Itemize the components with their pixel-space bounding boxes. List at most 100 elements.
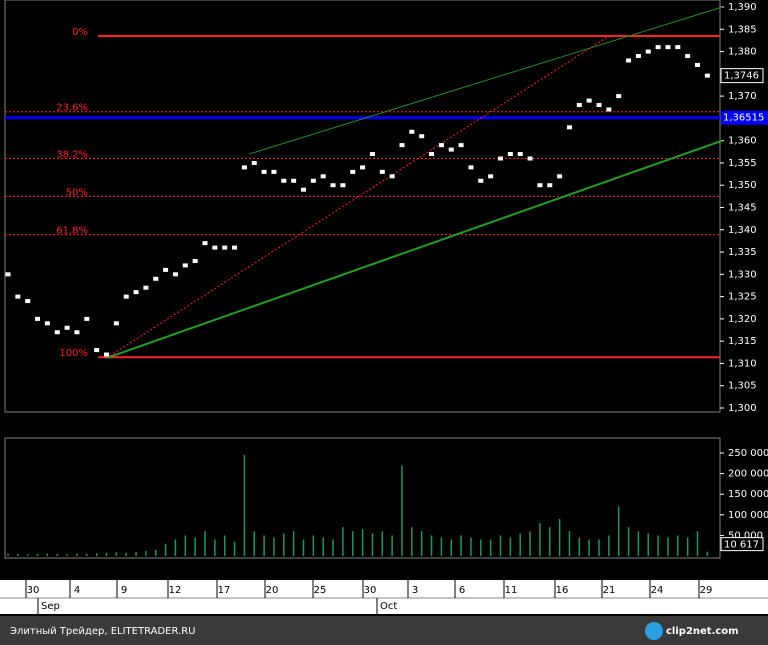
candle <box>419 134 425 139</box>
date-axis <box>0 580 768 614</box>
candle <box>271 169 277 174</box>
candle <box>350 169 356 174</box>
candle <box>369 152 375 157</box>
fib-label: 61.8% <box>56 226 88 237</box>
candle <box>488 174 494 179</box>
candle <box>547 183 553 188</box>
y-tick-label: 1,350 <box>728 180 757 191</box>
candle <box>596 103 602 108</box>
y-tick-label: 50 000 <box>728 530 763 541</box>
candle <box>507 152 513 157</box>
logo-text: clip2net.com <box>666 626 739 637</box>
candle <box>104 352 109 357</box>
candle <box>310 178 316 183</box>
y-tick-label: 1,380 <box>728 47 757 58</box>
y-tick-label: 1,385 <box>728 24 757 35</box>
candle <box>468 165 474 170</box>
candle <box>241 165 247 170</box>
candle <box>74 330 80 335</box>
y-tick-label: 1,300 <box>728 403 757 414</box>
date-label: 16 <box>556 585 569 596</box>
candle <box>123 294 129 299</box>
candle <box>557 174 563 179</box>
date-label: 3 <box>412 585 418 596</box>
y-tick-label: 1,315 <box>728 336 757 347</box>
candle <box>399 143 405 148</box>
fib-label: 23.6% <box>56 103 88 114</box>
candle <box>478 178 484 183</box>
level-label-box <box>721 110 768 125</box>
date-label: 12 <box>169 585 182 596</box>
y-tick-label: 1,355 <box>728 158 757 169</box>
candle <box>291 178 297 183</box>
price-panel <box>4 0 721 413</box>
y-tick-label: 150 000 <box>728 489 768 500</box>
candle <box>133 290 139 295</box>
date-label: 11 <box>505 585 518 596</box>
candle <box>35 316 41 321</box>
current-price-box <box>720 68 764 84</box>
candle <box>330 183 336 188</box>
candle <box>576 103 582 108</box>
fib-label: 0% <box>72 27 88 38</box>
trendline <box>106 35 610 359</box>
candle <box>389 174 395 179</box>
y-tick-label: 1,335 <box>728 247 757 258</box>
candle <box>15 294 21 299</box>
candle <box>566 125 572 130</box>
month-label: Oct <box>380 601 397 612</box>
date-label: 30 <box>27 585 40 596</box>
candle <box>429 152 435 157</box>
month-label: Sep <box>41 601 60 612</box>
candle <box>695 62 700 67</box>
date-label: 9 <box>121 585 127 596</box>
y-tick-label: 1,310 <box>728 358 757 369</box>
candle <box>458 143 464 148</box>
candle <box>212 245 218 250</box>
current-volume-label: 10 617 <box>724 540 759 551</box>
footer <box>0 616 768 645</box>
fib-label: 100% <box>59 348 88 359</box>
candle <box>202 241 208 246</box>
candle <box>704 73 710 78</box>
candle <box>5 272 11 277</box>
candle <box>340 183 346 188</box>
candle <box>360 165 366 170</box>
candle <box>498 156 503 161</box>
date-label: 17 <box>218 585 231 596</box>
candle <box>281 178 287 183</box>
candle <box>517 152 523 157</box>
candle <box>301 187 306 192</box>
current-price-label: 1,3746 <box>724 71 759 82</box>
y-tick-label: 1,305 <box>728 381 757 392</box>
candle <box>379 169 385 174</box>
y-tick-label: 1,325 <box>728 292 757 303</box>
candle <box>113 321 119 326</box>
y-tick-label: 1,320 <box>728 314 757 325</box>
candle <box>192 258 198 263</box>
candle <box>438 143 444 148</box>
date-label: 20 <box>266 585 279 596</box>
candle <box>586 98 592 103</box>
trendline <box>106 139 723 360</box>
candle <box>84 316 90 321</box>
candle <box>64 325 70 330</box>
level-label: 1,36515 <box>723 113 764 124</box>
date-label: 4 <box>74 585 80 596</box>
candle <box>626 58 632 63</box>
candle <box>685 54 691 59</box>
candle <box>182 263 188 268</box>
trendline <box>249 6 723 155</box>
y-tick-label: 1,330 <box>728 269 757 280</box>
candle <box>527 156 533 161</box>
y-tick-label: 200 000 <box>728 469 768 480</box>
candle <box>635 54 641 59</box>
y-tick-label: 250 000 <box>728 448 768 459</box>
date-label: 6 <box>459 585 465 596</box>
candle <box>222 245 228 250</box>
fib-label: 50% <box>66 187 88 198</box>
candle <box>143 285 149 290</box>
candle <box>54 330 60 335</box>
